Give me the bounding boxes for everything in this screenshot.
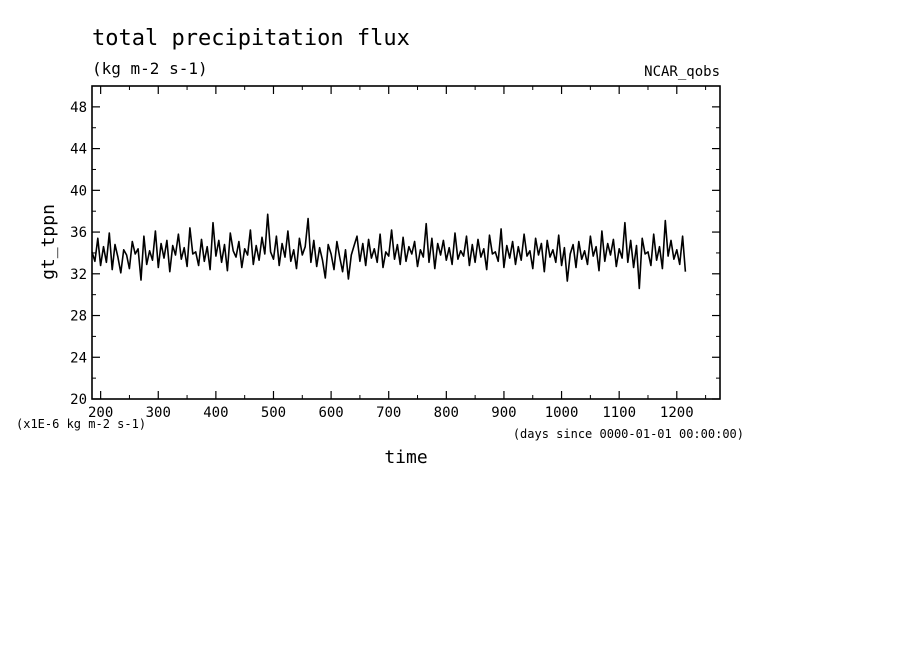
x-tick-label: 600 <box>318 405 343 421</box>
x-tick-label: 500 <box>261 405 286 421</box>
x-axis-ticks <box>100 86 707 399</box>
x-axis-label: time <box>384 447 427 468</box>
y-tick-label: 20 <box>70 392 87 408</box>
chart-subtitle: (kg m-2 s-1) <box>92 59 208 78</box>
x-tick-label: 1100 <box>602 405 636 421</box>
y-axis-tick-labels: 20 24 28 32 36 40 44 48 <box>70 100 87 408</box>
x-tick-label: 800 <box>434 405 459 421</box>
x-tick-label: 300 <box>146 405 171 421</box>
plot-frame <box>91 85 721 400</box>
y-tick-label: 28 <box>70 309 87 325</box>
y-tick-label: 48 <box>70 100 87 116</box>
y-units-label: (x1E-6 kg m-2 s-1) <box>16 417 146 431</box>
x-axis-tick-labels: 200 300 400 500 600 700 800 900 1000 1100 1200 <box>88 405 694 421</box>
x-tick-label: 200 <box>88 405 113 421</box>
x-tick-label: 1200 <box>660 405 694 421</box>
y-tick-label: 40 <box>70 183 87 199</box>
y-axis-ticks <box>92 106 720 400</box>
y-tick-label: 32 <box>70 267 87 283</box>
x-tick-label: 700 <box>376 405 401 421</box>
chart-title: total precipitation flux <box>92 26 410 51</box>
x-units-label: (days since 0000-01-01 00:00:00) <box>513 427 744 441</box>
x-tick-label: 900 <box>491 405 516 421</box>
x-tick-label: 1000 <box>545 405 579 421</box>
series-line-gt-tppn <box>91 213 687 290</box>
x-tick-label: 400 <box>203 405 228 421</box>
y-axis-label: gt_tppn <box>38 204 59 280</box>
source-label: NCAR_qobs <box>644 64 720 80</box>
y-tick-label: 36 <box>70 225 87 241</box>
y-tick-label: 24 <box>70 350 87 366</box>
y-tick-label: 44 <box>70 142 87 158</box>
